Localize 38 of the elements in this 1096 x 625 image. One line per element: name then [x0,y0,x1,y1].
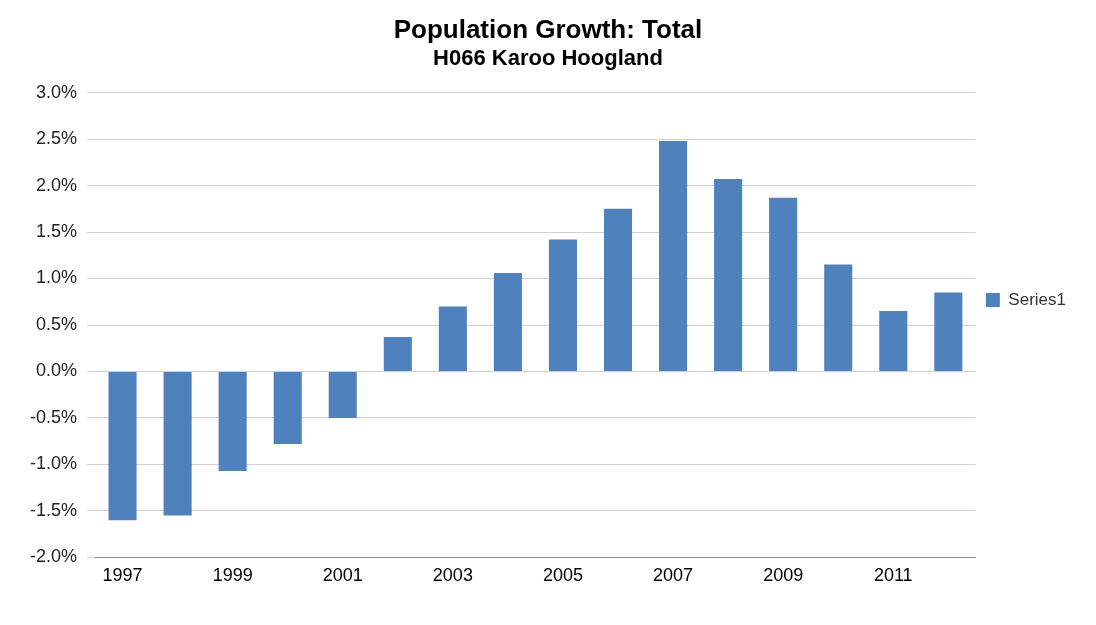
x-tick-label: 2007 [653,565,694,586]
bar [163,371,192,516]
y-tick-label: 3.0% [35,81,78,102]
y-tick-label: 0.5% [35,313,78,334]
y-tick-label: 2.0% [35,174,78,195]
y-tick-label: 1.0% [35,267,78,288]
chart-title: Population Growth: Total [393,13,703,44]
y-tick-label: 2.5% [35,128,78,149]
y-tick-label: -2.0% [29,546,78,567]
y-tick-label: -1.5% [29,499,78,520]
chart-subtitle: H066 Karoo Hoogland [433,45,663,71]
x-tick-label: 2003 [432,565,473,586]
bar [383,337,412,371]
bar [879,311,908,371]
y-tick-label: -1.0% [29,453,78,474]
bar [108,371,137,521]
bar [769,197,798,371]
bar [273,371,302,444]
legend-label: Series1 [1008,289,1066,309]
bar [714,179,743,371]
y-tick-label: 1.5% [35,221,78,242]
y-tick-label: 0.0% [35,360,78,381]
bar [659,140,688,371]
bar [934,292,963,371]
x-tick-label: 2005 [542,565,583,586]
bar [548,239,578,371]
x-tick-label: 2001 [322,565,363,586]
x-tick-label: 1999 [212,565,253,586]
x-tick-label: 1997 [102,565,143,586]
bar [824,264,853,371]
bar [493,272,522,371]
bar [603,208,633,371]
x-tick-label: 2009 [763,565,804,586]
x-tick-label: 2011 [873,565,913,586]
bar [218,371,247,471]
bar [438,306,467,371]
bar [328,371,357,418]
y-tick-label: -0.5% [29,406,78,427]
